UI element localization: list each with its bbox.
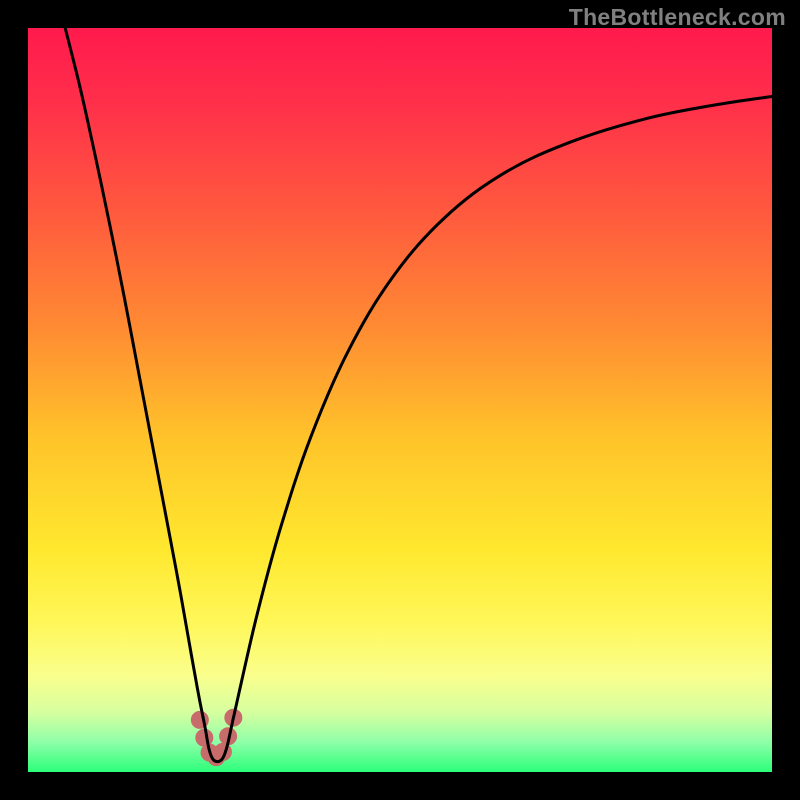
bottleneck-chart: TheBottleneck.com <box>0 0 800 800</box>
watermark-text: TheBottleneck.com <box>569 4 786 31</box>
chart-svg <box>0 0 800 800</box>
